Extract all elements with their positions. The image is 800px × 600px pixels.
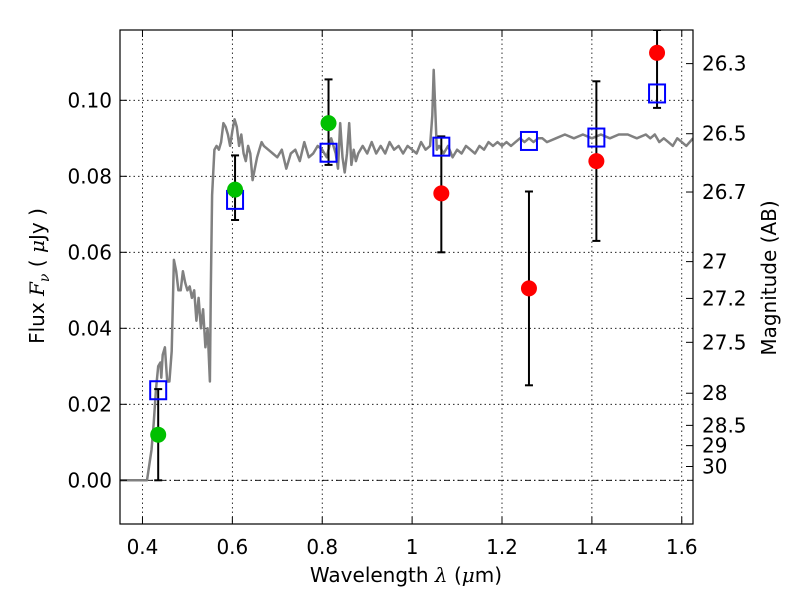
model-spectrum-line xyxy=(120,68,693,482)
magnitude-tick-label: 28 xyxy=(702,381,727,405)
y-tick-label: 0.10 xyxy=(67,88,112,112)
y-tick-label: 0.06 xyxy=(67,240,112,264)
y-tick-label: 0.08 xyxy=(67,164,112,188)
model-box-marker xyxy=(519,130,538,151)
model-box-marker xyxy=(319,142,338,163)
green-photometry-point xyxy=(320,115,337,132)
x-tick-label: 0.4 xyxy=(127,535,159,559)
model-box-marker xyxy=(587,127,606,148)
x-tick-label: 0.8 xyxy=(306,535,338,559)
axis-ticks xyxy=(120,30,693,524)
y-tick-label: 0.04 xyxy=(67,316,112,340)
model-box-marker xyxy=(149,380,168,401)
red-photometry-point xyxy=(588,153,605,170)
model-box-marker xyxy=(432,136,451,157)
green-photometry-point xyxy=(150,426,167,443)
x-tick-label: 1.6 xyxy=(666,535,698,559)
red-photometry-point xyxy=(649,44,666,61)
x-tick-label: 1.4 xyxy=(576,535,608,559)
magnitude-tick-label: 28.5 xyxy=(702,413,747,437)
x-tick-label: 1.2 xyxy=(486,535,518,559)
magnitude-axis-label: Magnitude (AB) xyxy=(757,200,781,355)
photometry-points-group xyxy=(150,44,666,443)
y-tick-label: 0.00 xyxy=(67,468,112,492)
red-photometry-point xyxy=(433,185,450,202)
model-box-marker xyxy=(648,83,667,104)
y-tick-label: 0.02 xyxy=(67,392,112,416)
magnitude-tick-label: 27 xyxy=(702,250,727,274)
plot-frame xyxy=(119,29,694,525)
x-tick-label: 0.6 xyxy=(216,535,248,559)
x-tick-labels: 0.4 0.6 0.8 1 1.2 1.4 1.6 xyxy=(127,535,698,559)
magnitude-tick-label: 26.3 xyxy=(702,52,747,76)
magnitude-tick-label: 30 xyxy=(702,455,727,479)
y-axis-label: Flux Fν ( μJy ) xyxy=(25,208,53,344)
magnitude-tick-label: 29 xyxy=(702,434,727,458)
magnitude-tick-label: 27.2 xyxy=(702,286,747,310)
magnitude-tick-label: 26.7 xyxy=(702,180,747,204)
green-photometry-point xyxy=(227,181,244,198)
x-tick-label: 1 xyxy=(406,535,419,559)
red-photometry-point xyxy=(520,280,537,297)
model-spectrum-group xyxy=(120,68,693,482)
x-axis-label: Wavelength λ (μm) xyxy=(310,563,502,587)
magnitude-tick-label: 26.5 xyxy=(702,122,747,146)
magnitude-tick-label: 27.5 xyxy=(702,330,747,354)
y-tick-labels: 0.00 0.02 0.04 0.06 0.08 0.10 xyxy=(67,88,112,492)
